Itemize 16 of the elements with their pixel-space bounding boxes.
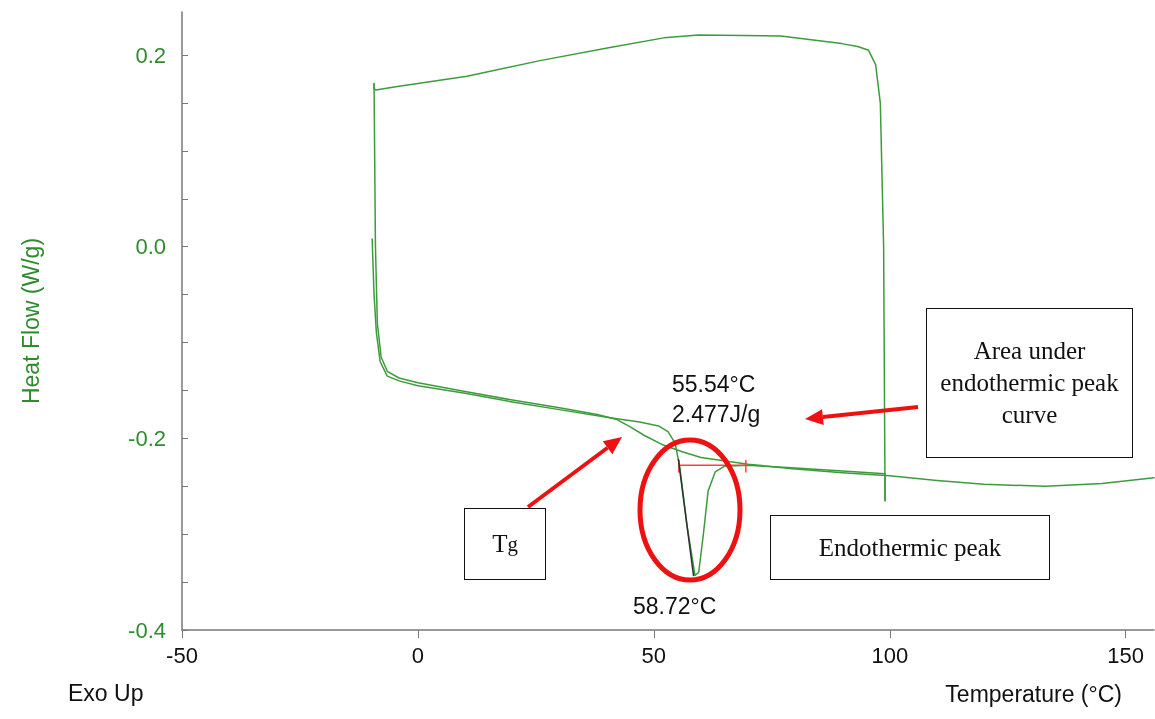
y-tick-label: -0.2	[128, 425, 166, 451]
y-tick-label: -0.4	[128, 617, 166, 643]
annotation: Endothermic peak	[770, 515, 1050, 580]
x-tick-label: 50	[641, 642, 667, 668]
y-tick-label: 0.0	[135, 234, 166, 260]
annotation: 55.54°C 2.477J/g	[671, 370, 761, 430]
text: Exo Up	[68, 680, 144, 707]
x-tick-label: 0	[411, 642, 425, 668]
x-tick-label: -50	[166, 642, 198, 668]
annotation: Area under endothermic peak curve	[926, 308, 1133, 458]
y-tick-label: 0.2	[135, 42, 166, 68]
x-tick-label: 100	[871, 642, 909, 668]
x-axis-title: Temperature (°C)	[945, 680, 1122, 707]
annotation: 58.72°C	[632, 592, 717, 622]
x-tick-label: 150	[1107, 642, 1145, 668]
y-axis-title: Heat Flow (W/g)	[17, 237, 44, 405]
